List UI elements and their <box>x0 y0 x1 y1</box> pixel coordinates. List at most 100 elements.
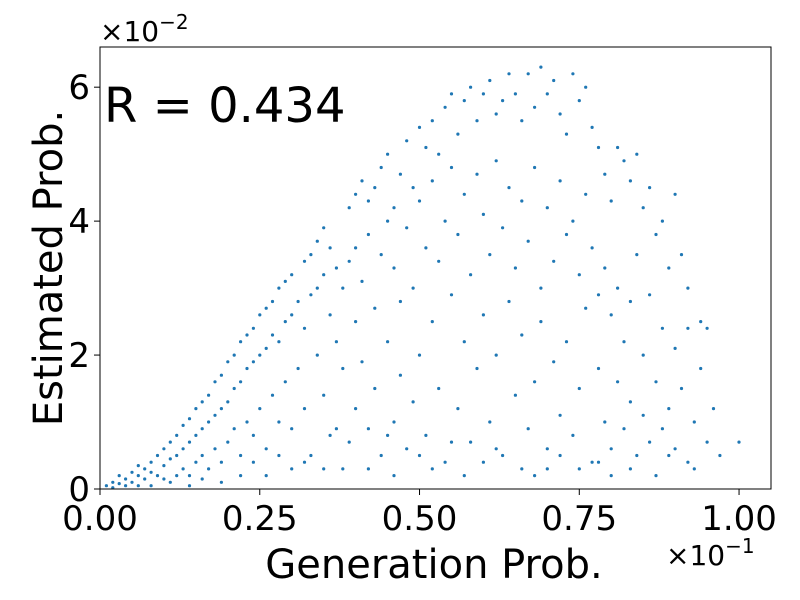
data-point <box>277 286 281 290</box>
x-tick-label: 0.75 <box>541 499 617 539</box>
data-point <box>705 326 709 330</box>
data-point <box>239 474 243 478</box>
data-point <box>584 192 588 196</box>
data-point <box>200 427 204 431</box>
data-point <box>494 112 498 116</box>
data-point <box>392 266 396 270</box>
data-point <box>520 333 524 337</box>
data-point <box>475 119 479 123</box>
data-point <box>213 380 217 384</box>
data-point <box>354 246 358 250</box>
data-point <box>130 470 134 474</box>
x-axis-ticks: 0.00 0.25 0.50 0.75 1.00 <box>62 489 777 539</box>
data-point <box>207 467 211 471</box>
data-point <box>641 413 645 417</box>
data-point <box>501 226 505 230</box>
data-point <box>232 427 236 431</box>
data-point <box>424 145 428 150</box>
data-point <box>347 440 351 444</box>
data-point <box>462 192 466 196</box>
data-point <box>699 366 703 371</box>
y-axis-ticks: 0 2 4 6 <box>68 68 100 510</box>
data-point <box>277 453 281 458</box>
data-point <box>392 474 396 478</box>
data-point <box>628 467 633 471</box>
data-point <box>219 460 223 464</box>
data-point <box>686 326 690 330</box>
data-point <box>469 85 473 89</box>
data-point <box>564 132 569 136</box>
data-point <box>360 179 364 183</box>
data-point <box>290 273 294 277</box>
x-offset-base: ×10 <box>666 539 725 572</box>
data-point <box>616 145 620 150</box>
data-point <box>239 453 243 458</box>
data-point <box>264 346 268 350</box>
data-point <box>622 340 626 344</box>
data-point <box>200 453 204 458</box>
data-point <box>219 407 223 411</box>
data-point <box>488 420 492 424</box>
data-point <box>667 407 671 411</box>
data-point <box>609 474 613 478</box>
data-point <box>251 360 255 364</box>
data-point <box>136 464 140 468</box>
data-point <box>437 152 441 156</box>
data-point <box>264 306 268 310</box>
data-point <box>354 407 358 411</box>
data-point <box>258 407 262 411</box>
data-point <box>360 279 364 283</box>
data-point <box>219 373 223 377</box>
data-point <box>360 360 364 364</box>
data-point <box>539 286 543 290</box>
data-point <box>584 306 588 310</box>
data-point <box>398 373 402 377</box>
data-point <box>494 353 498 357</box>
data-point <box>520 119 524 123</box>
data-point <box>590 460 594 464</box>
data-point <box>213 447 217 451</box>
data-point <box>705 440 709 444</box>
data-point <box>124 477 128 481</box>
data-point <box>111 480 115 484</box>
data-point <box>648 293 652 297</box>
data-point <box>469 273 473 277</box>
data-point <box>347 206 351 210</box>
data-point <box>168 480 172 484</box>
data-point <box>679 253 684 257</box>
data-point <box>417 199 422 203</box>
data-point <box>194 433 198 437</box>
x-offset-text: ×10−1 <box>666 534 755 572</box>
data-point <box>277 420 281 424</box>
data-point <box>334 266 338 270</box>
data-point <box>641 206 645 210</box>
x-axis-label: Generation Prob. <box>265 542 602 588</box>
data-point <box>168 440 172 444</box>
data-point <box>149 484 153 488</box>
data-point <box>577 386 581 391</box>
data-point <box>373 386 377 391</box>
data-point <box>149 460 153 464</box>
data-point <box>507 299 511 304</box>
data-point <box>430 179 434 183</box>
data-point <box>366 427 370 431</box>
data-point <box>175 474 179 478</box>
data-point <box>437 386 441 391</box>
y-offset-text: ×10−2 <box>100 10 189 48</box>
data-point <box>283 279 287 283</box>
data-point <box>526 239 530 243</box>
data-point <box>245 333 249 337</box>
data-point <box>175 453 179 458</box>
data-point <box>596 366 601 371</box>
data-point <box>251 460 255 464</box>
data-point <box>526 72 530 76</box>
data-point <box>628 179 633 183</box>
data-point <box>354 320 358 324</box>
data-point <box>347 259 351 263</box>
data-points <box>104 65 741 490</box>
data-point <box>558 112 562 116</box>
data-point <box>296 366 300 371</box>
data-point <box>155 453 160 458</box>
data-point <box>117 474 121 478</box>
data-point <box>405 447 409 451</box>
